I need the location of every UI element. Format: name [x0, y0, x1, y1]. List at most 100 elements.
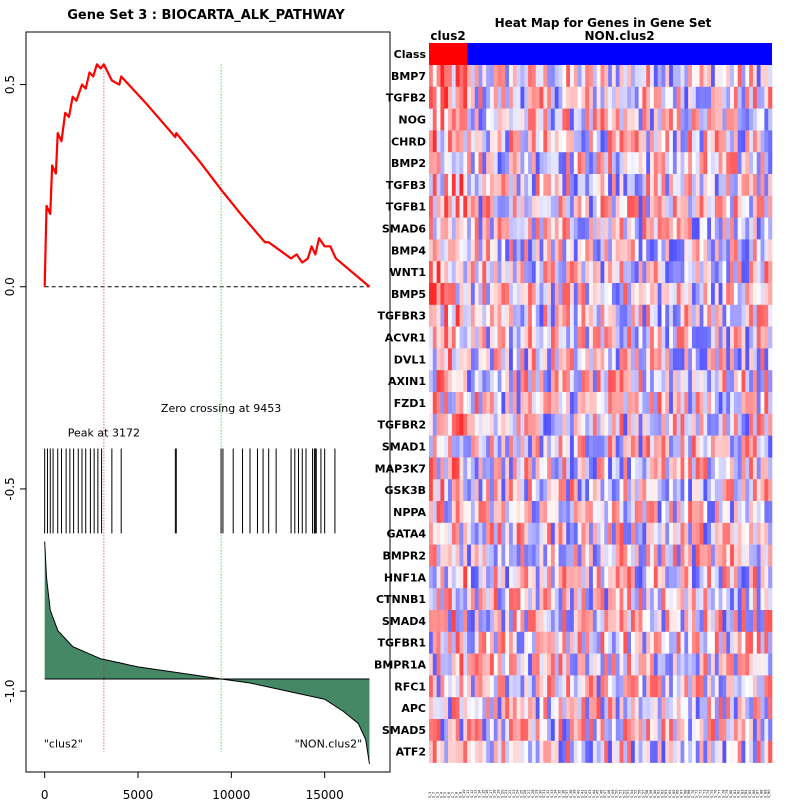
heatmap-cell — [581, 544, 586, 567]
heatmap-cell — [489, 239, 495, 262]
heatmap-cell — [589, 283, 594, 306]
heatmap-cell — [730, 370, 735, 393]
heatmap-cell — [657, 283, 662, 306]
heatmap-cell — [463, 348, 468, 371]
heatmap-cell — [600, 435, 605, 458]
heatmap-cell — [489, 610, 495, 633]
heatmap-cell — [730, 675, 735, 698]
heatmap-cell — [638, 152, 643, 175]
heatmap-cell — [448, 544, 453, 567]
heatmap-cell — [749, 348, 754, 371]
heatmap-cell — [562, 740, 567, 763]
heatmap-cell — [623, 522, 628, 545]
heatmap-cell — [650, 501, 655, 524]
heatmap-cell — [733, 283, 738, 306]
heatmap-cell — [459, 65, 464, 88]
heatmap-cell — [665, 697, 670, 720]
heatmap-cell — [741, 413, 746, 436]
heatmap-cell — [657, 435, 662, 458]
heatmap-cell — [699, 152, 704, 175]
heatmap-cell — [764, 108, 769, 131]
heatmap-cell — [699, 697, 704, 720]
heatmap-cell — [528, 304, 533, 327]
heatmap-cell — [585, 239, 590, 262]
heatmap-cell — [638, 65, 643, 88]
heatmap-cell — [432, 740, 437, 763]
heatmap-cell — [524, 457, 529, 480]
heatmap-cell — [669, 152, 674, 175]
heatmap-cell — [760, 610, 765, 633]
heatmap-cell — [642, 610, 647, 633]
heatmap-cell — [459, 544, 464, 567]
heatmap-cell — [688, 631, 693, 654]
heatmap-cell — [550, 174, 556, 197]
heatmap-cell — [474, 501, 479, 524]
heatmap-cell — [589, 522, 594, 545]
heatmap-cell — [726, 392, 731, 415]
heatmap-cell — [684, 326, 689, 349]
heatmap-cell — [646, 174, 651, 197]
heatmap-cell — [684, 740, 689, 763]
heatmap-cell — [482, 152, 487, 175]
heatmap-cell — [539, 566, 544, 589]
heatmap-cell — [718, 501, 723, 524]
heatmap-cell — [627, 130, 632, 153]
heatmap-cell — [741, 283, 746, 306]
heatmap-cell — [722, 566, 727, 589]
heatmap-cell — [440, 697, 445, 720]
heatmap-cell — [646, 544, 651, 567]
heatmap-cell — [760, 588, 765, 611]
heatmap-cell — [695, 217, 700, 240]
heatmap-cell — [478, 435, 483, 458]
heatmap-cell — [592, 413, 597, 436]
heatmap-cell — [653, 566, 658, 589]
heatmap-cell — [550, 653, 556, 676]
heatmap-cell — [440, 740, 445, 763]
heatmap-cell — [429, 65, 434, 88]
heatmap-cell — [467, 610, 472, 633]
heatmap-cell — [459, 675, 464, 698]
heatmap-cell — [756, 457, 761, 480]
heatmap-cell — [691, 588, 697, 611]
class-label: NON.clus2 — [585, 29, 655, 43]
heatmap-cell — [470, 697, 476, 720]
heatmap-cell — [440, 479, 445, 502]
heatmap-cell — [608, 370, 613, 393]
heatmap-cell — [764, 392, 769, 415]
heatmap-cell — [672, 283, 678, 306]
heatmap-cell — [676, 479, 681, 502]
heatmap-cell — [592, 174, 597, 197]
heatmap-cell — [768, 544, 773, 567]
heatmap-cell — [448, 217, 453, 240]
heatmap-cell — [691, 326, 697, 349]
heatmap-cell — [726, 304, 731, 327]
heatmap-cell — [497, 610, 502, 633]
heatmap-cell — [642, 697, 647, 720]
heatmap-cell — [486, 435, 491, 458]
heatmap-cell — [711, 522, 716, 545]
heatmap-cell — [684, 65, 689, 88]
heatmap-cell — [596, 174, 601, 197]
heatmap-cell — [554, 370, 559, 393]
heatmap-cell — [497, 501, 502, 524]
heatmap-cell — [581, 326, 586, 349]
gene-label: WNT1 — [390, 266, 427, 279]
heatmap-cell — [440, 522, 445, 545]
heatmap-cell — [467, 479, 472, 502]
heatmap-cell — [695, 435, 700, 458]
heatmap-cell — [726, 501, 731, 524]
heatmap-cell — [756, 195, 761, 218]
heatmap-cell — [531, 86, 537, 109]
heatmap-cell — [524, 174, 529, 197]
heatmap-cell — [665, 631, 670, 654]
heatmap-cell — [699, 675, 704, 698]
heatmap-cell — [505, 719, 510, 742]
heatmap-cell — [459, 435, 464, 458]
heatmap-cell — [695, 86, 700, 109]
heatmap-cell — [596, 326, 601, 349]
heatmap-cell — [463, 130, 468, 153]
heatmap-cell — [600, 152, 605, 175]
heatmap-cell — [703, 631, 708, 654]
heatmap-cell — [604, 108, 609, 131]
heatmap-cell — [436, 239, 441, 262]
